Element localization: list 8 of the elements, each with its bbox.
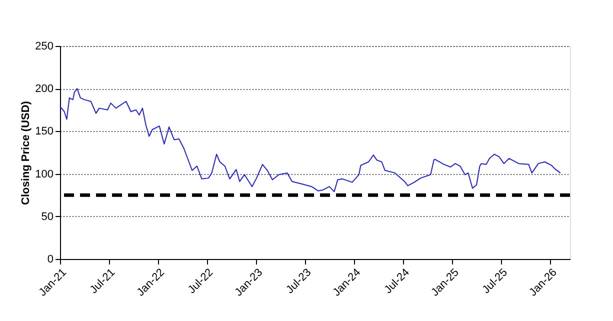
y-tick-label: 50: [41, 210, 54, 223]
y-tick-label: 200: [35, 83, 54, 96]
y-tick-label: 100: [35, 168, 54, 180]
y-tick-label: 250: [35, 40, 54, 52]
y-axis-title: Closing Price (USD): [20, 100, 32, 205]
y-tick-label: 150: [35, 126, 54, 138]
y-tick-label: 0: [47, 254, 54, 266]
line-series: [60, 88, 561, 192]
